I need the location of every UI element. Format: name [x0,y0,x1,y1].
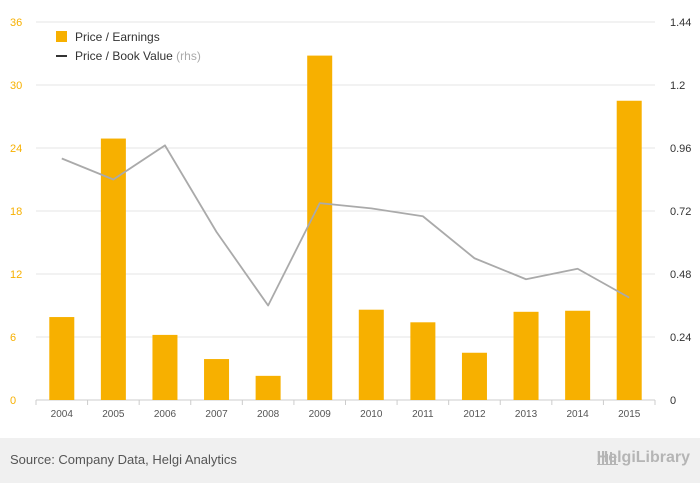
x-tick-label: 2007 [205,409,228,420]
right-tick-label: 0.24 [670,332,691,344]
source-text: Source: Company Data, Helgi Analytics [10,452,237,467]
left-tick-label: 24 [10,143,22,155]
bar-pe [410,322,436,400]
x-tick-label: 2011 [412,409,434,420]
bar-pe [513,311,539,400]
bar-pe [204,359,230,400]
chart-svg: 0 6 12 18 24 30 36 0 0.24 0.48 0.72 0.96 1.2 1.44 2004… [10,17,691,420]
bar-pe [565,310,591,400]
right-tick-label: 0.48 [670,269,691,281]
legend-rhs-note: (rhs) [176,49,201,63]
x-tick-label: 2012 [463,409,486,420]
legend-label-pbv: Price / Book Value (rhs) [75,49,201,63]
left-tick-label: 12 [10,269,22,281]
left-tick-label: 6 [10,332,16,344]
bar-pe [616,100,642,400]
right-tick-label: 0.96 [670,143,691,155]
bar-pe [461,352,487,400]
brand-name: HelgiLibrary [596,449,690,466]
legend-swatch-pe [56,31,67,42]
footer: Source: Company Data, Helgi Analytics He… [0,438,700,483]
x-tick-label: 2004 [51,409,74,420]
left-tick-label: 30 [10,80,22,92]
bar-pe [255,375,281,400]
library-icon [596,451,618,465]
line-pbv [61,144,630,307]
bar-pe [49,317,75,400]
x-tick-label: 2009 [309,409,332,420]
right-tick-label: 1.44 [670,17,691,29]
x-tick-label: 2008 [257,409,280,420]
left-tick-label: 36 [10,17,22,29]
x-tick-label: 2006 [154,409,177,420]
bar-pe [307,55,333,400]
right-tick-label: 1.2 [670,80,685,92]
left-tick-label: 18 [10,206,22,218]
left-tick-label: 0 [10,395,16,407]
bar-pe [152,334,178,400]
x-tick-label: 2010 [360,409,383,420]
x-tick-label: 2013 [515,409,538,420]
legend-label-pe: Price / Earnings [75,30,160,44]
x-tick-label: 2015 [618,409,641,420]
right-tick-label: 0.72 [670,206,691,218]
brand-logo: HelgiLibrary [596,449,690,467]
x-tick-label: 2005 [102,409,125,420]
x-tick-label: 2014 [567,409,590,420]
bar-pe [358,309,384,400]
bar-pe [100,138,126,401]
right-tick-label: 0 [670,395,676,407]
